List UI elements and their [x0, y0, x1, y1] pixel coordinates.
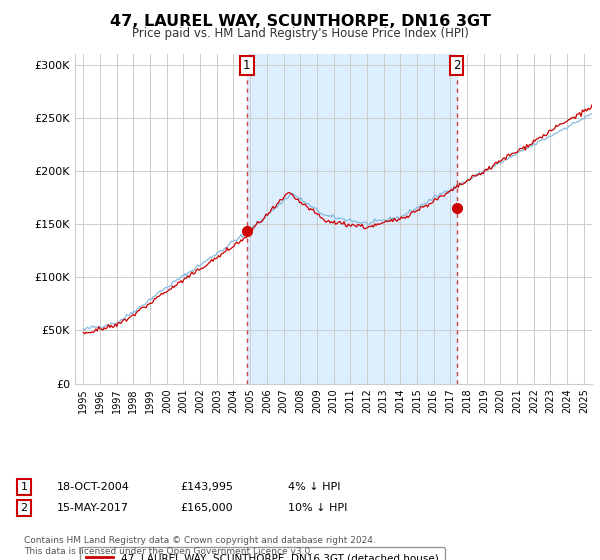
- Text: Price paid vs. HM Land Registry's House Price Index (HPI): Price paid vs. HM Land Registry's House …: [131, 27, 469, 40]
- Text: £165,000: £165,000: [180, 503, 233, 513]
- Text: £143,995: £143,995: [180, 482, 233, 492]
- Text: 18-OCT-2004: 18-OCT-2004: [57, 482, 130, 492]
- Bar: [247, 54, 457, 384]
- Text: 1: 1: [20, 482, 28, 492]
- Text: Contains HM Land Registry data © Crown copyright and database right 2024.
This d: Contains HM Land Registry data © Crown c…: [24, 536, 376, 556]
- Legend: 47, LAUREL WAY, SCUNTHORPE, DN16 3GT (detached house), HPI: Average price, detac: 47, LAUREL WAY, SCUNTHORPE, DN16 3GT (de…: [80, 547, 445, 560]
- Text: 1: 1: [243, 59, 251, 72]
- Text: 10% ↓ HPI: 10% ↓ HPI: [288, 503, 347, 513]
- Text: 2: 2: [20, 503, 28, 513]
- Text: 47, LAUREL WAY, SCUNTHORPE, DN16 3GT: 47, LAUREL WAY, SCUNTHORPE, DN16 3GT: [110, 14, 490, 29]
- Text: 15-MAY-2017: 15-MAY-2017: [57, 503, 129, 513]
- Text: 2: 2: [453, 59, 460, 72]
- Text: 4% ↓ HPI: 4% ↓ HPI: [288, 482, 341, 492]
